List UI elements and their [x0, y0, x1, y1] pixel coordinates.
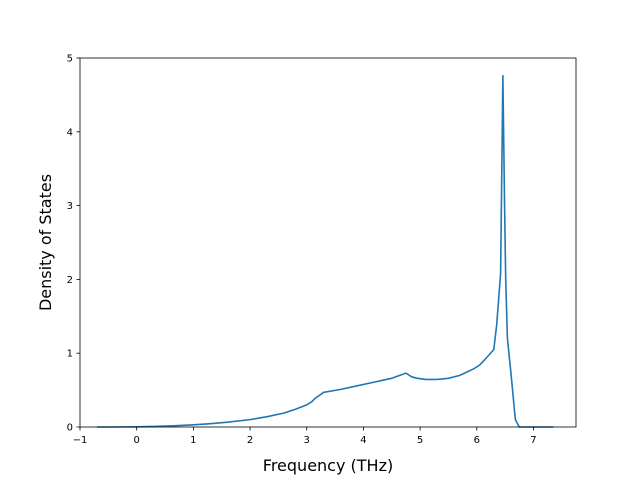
y-axis-label: Density of States	[36, 174, 55, 311]
x-tick-label: 4	[360, 435, 366, 446]
y-axis-ticks: 0 1 2 3 4 5	[67, 54, 80, 434]
x-tick-label: 7	[530, 435, 536, 446]
y-tick-label: 5	[67, 54, 73, 65]
y-tick-label: 0	[67, 423, 73, 434]
x-tick-label: −1	[73, 435, 88, 446]
x-tick-label: 5	[417, 435, 423, 446]
plot-content	[97, 74, 554, 428]
x-axis-label: Frequency (THz)	[263, 456, 393, 475]
x-tick-label: 0	[133, 435, 139, 446]
series-line	[97, 74, 554, 428]
x-tick-label: 6	[474, 435, 480, 446]
y-tick-label: 3	[67, 201, 73, 212]
y-tick-label: 4	[67, 127, 73, 138]
y-tick-label: 1	[67, 349, 73, 360]
axes-frame	[79, 57, 577, 428]
y-tick-label: 2	[67, 275, 73, 286]
x-tick-label: 2	[247, 435, 253, 446]
x-axis-ticks: −1 0 1 2 3 4 5 6 7	[73, 427, 537, 446]
x-tick-label: 3	[304, 435, 310, 446]
x-tick-label: 1	[190, 435, 196, 446]
